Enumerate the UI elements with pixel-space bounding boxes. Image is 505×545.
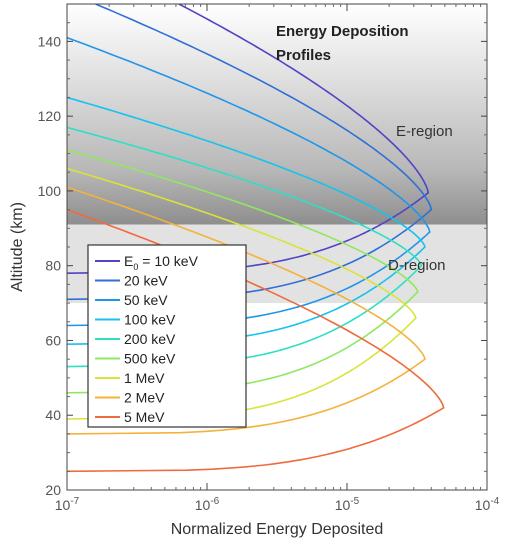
x-tick-label: 10-6 bbox=[195, 496, 220, 513]
series-line-4 bbox=[67, 96, 426, 345]
y-axis-title: Altitude (km) bbox=[9, 202, 26, 292]
curves-layer bbox=[67, 4, 445, 473]
legend-label: 20 keV bbox=[124, 273, 168, 289]
e-region-band bbox=[67, 4, 487, 225]
y-tick-label: 100 bbox=[38, 183, 62, 199]
legend-label: 1 MeV bbox=[124, 370, 165, 386]
series-line-8 bbox=[67, 186, 426, 435]
regions-layer bbox=[67, 4, 487, 304]
y-tick-label: 80 bbox=[45, 258, 61, 274]
legend-label: 500 keV bbox=[124, 351, 176, 367]
x-tick-label: 10-5 bbox=[335, 496, 360, 513]
y-tick-label: 140 bbox=[38, 33, 62, 49]
series-line-3 bbox=[67, 36, 431, 327]
legend-label: 5 MeV bbox=[124, 409, 165, 425]
legend-label: 50 keV bbox=[124, 292, 168, 308]
chart-title-line-2: Profiles bbox=[276, 47, 331, 64]
legend-label: E0 = 10 keV bbox=[124, 253, 199, 272]
series-line-1 bbox=[67, 4, 430, 274]
x-tick-label: 10-4 bbox=[475, 496, 500, 513]
series-line-5 bbox=[67, 126, 423, 368]
chart-title-line-1: Energy Deposition bbox=[276, 23, 409, 40]
y-tick-label: 40 bbox=[45, 407, 61, 423]
y-tick-label: 60 bbox=[45, 332, 61, 348]
series-line-6 bbox=[67, 149, 419, 394]
ticks-layer: 20 40 60 80 100 120 140 10-7 10-6 10-5 10-4 bbox=[38, 4, 500, 513]
series-line-7 bbox=[67, 167, 417, 420]
y-tick-label: 120 bbox=[38, 108, 62, 124]
x-axis-title: Normalized Energy Deposited bbox=[171, 521, 384, 538]
legend-label: 100 keV bbox=[124, 312, 176, 328]
legend-label: 200 keV bbox=[124, 331, 176, 347]
series-line-2 bbox=[67, 4, 433, 301]
e-region-label: E-region bbox=[396, 123, 453, 140]
y-tick-label: 20 bbox=[45, 482, 61, 498]
x-tick-label: 10-7 bbox=[55, 496, 80, 513]
d-region-label: D-region bbox=[388, 257, 446, 274]
legend-label: 2 MeV bbox=[124, 390, 165, 406]
